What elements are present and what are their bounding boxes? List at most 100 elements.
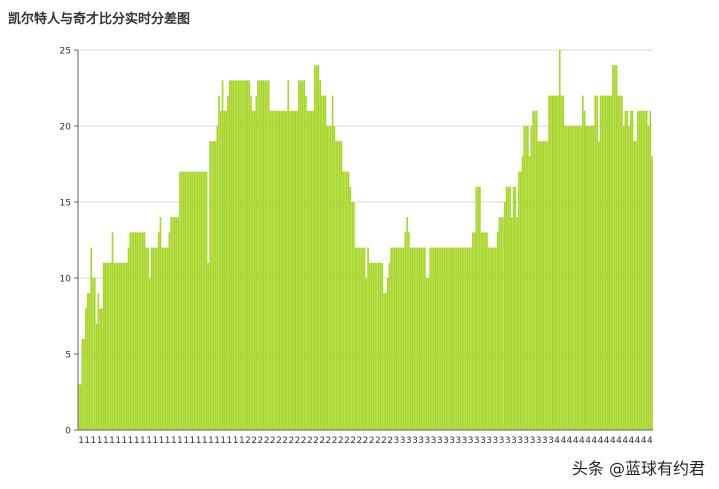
bar <box>228 80 231 431</box>
bar <box>267 80 270 431</box>
bar <box>560 95 563 430</box>
bar <box>260 80 263 431</box>
bar <box>454 247 456 430</box>
bar <box>195 171 197 430</box>
bar <box>354 247 357 430</box>
x-tick-label: 2 <box>258 436 264 446</box>
bar <box>344 171 346 430</box>
bar <box>193 171 195 430</box>
bar <box>298 80 300 431</box>
bar <box>161 247 164 430</box>
bar <box>129 232 132 430</box>
bar <box>613 65 616 430</box>
bar <box>381 262 384 430</box>
bar <box>289 110 291 431</box>
bar <box>367 247 369 430</box>
bar <box>573 126 575 430</box>
x-tick-label: 1 <box>91 436 97 446</box>
bar <box>519 171 522 430</box>
x-tick-label: 1 <box>152 436 158 446</box>
bar <box>358 247 361 430</box>
bar <box>163 247 165 430</box>
bar <box>347 171 350 430</box>
bar <box>629 110 632 431</box>
x-tick-label: 3 <box>542 436 548 446</box>
x-tick-label: 1 <box>103 436 109 446</box>
bar <box>81 338 84 430</box>
y-tick-label: 20 <box>60 123 72 133</box>
bar <box>420 247 423 430</box>
bar <box>638 110 641 431</box>
bar <box>90 247 93 430</box>
bar <box>287 80 290 431</box>
bar <box>322 95 325 430</box>
bar <box>548 95 550 430</box>
bar <box>539 141 542 430</box>
bar <box>259 80 261 431</box>
bar <box>651 156 653 430</box>
bar <box>127 247 130 430</box>
bar <box>525 126 527 430</box>
bar <box>427 278 430 430</box>
bar <box>86 293 89 430</box>
bar <box>168 232 171 430</box>
bar <box>273 110 275 431</box>
bar <box>211 141 213 430</box>
bar <box>558 50 561 430</box>
x-tick-label: 2 <box>363 436 369 446</box>
bar <box>85 308 87 430</box>
x-tick-label: 1 <box>208 436 214 446</box>
bar <box>78 384 80 430</box>
bar <box>532 110 534 431</box>
bar <box>642 110 644 431</box>
bar <box>567 126 570 430</box>
bar <box>257 80 259 431</box>
bar <box>182 171 185 430</box>
bar <box>337 141 339 430</box>
x-tick-label: 1 <box>140 436 146 446</box>
bar <box>622 126 625 430</box>
bar <box>218 95 220 430</box>
y-tick-label: 0 <box>65 427 71 437</box>
bar <box>205 171 208 430</box>
x-tick-label: 3 <box>486 436 492 446</box>
x-tick-label: 2 <box>301 436 307 446</box>
bar <box>484 232 487 430</box>
x-tick-label: 2 <box>313 436 319 446</box>
bar <box>280 110 282 431</box>
x-tick-label: 2 <box>319 436 325 446</box>
bar <box>136 232 139 430</box>
x-tick-label: 4 <box>604 436 610 446</box>
bar <box>610 95 613 430</box>
x-tick-label: 4 <box>616 436 622 446</box>
bar <box>345 171 348 430</box>
bar <box>491 247 494 430</box>
bar <box>635 141 637 430</box>
bar <box>138 232 140 430</box>
x-tick-label: 3 <box>424 436 430 446</box>
bar <box>175 217 178 430</box>
x-tick-label: 2 <box>307 436 313 446</box>
bar <box>207 262 210 430</box>
y-axis-tick-labels: 0 5 10 15 20 25 <box>60 47 72 437</box>
x-tick-label: 2 <box>245 436 251 446</box>
bar <box>615 65 618 430</box>
x-tick-label: 1 <box>84 436 90 446</box>
bar <box>479 186 481 430</box>
bar <box>154 247 156 430</box>
bar <box>626 110 629 431</box>
bar <box>386 278 389 430</box>
bar <box>431 247 433 430</box>
bar <box>473 232 476 430</box>
bar <box>466 247 469 430</box>
bar <box>647 126 650 430</box>
bar <box>269 110 272 431</box>
bar <box>612 65 614 430</box>
bar <box>232 80 235 431</box>
bar <box>296 110 298 431</box>
x-tick-label: 1 <box>202 436 208 446</box>
bar <box>216 126 219 430</box>
bar <box>550 95 552 430</box>
bar <box>569 126 572 430</box>
